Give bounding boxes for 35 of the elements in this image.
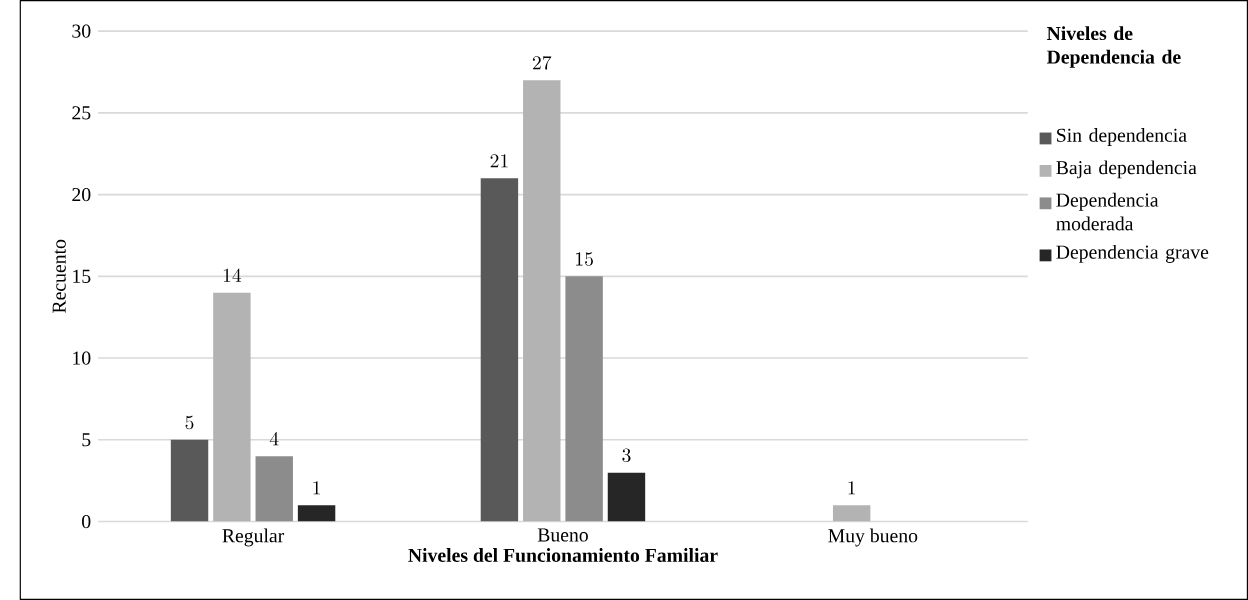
- data-label: 1: [848, 481, 855, 495]
- bar: [213, 292, 251, 522]
- y-axis-title: Recuento: [52, 239, 66, 313]
- data-label: 15: [576, 252, 593, 266]
- legend-label: Dependencia moderada: [1056, 192, 1159, 231]
- data-label: 1: [313, 481, 320, 495]
- data-label: 14: [223, 268, 242, 282]
- data-label: 5: [185, 415, 194, 430]
- y-tick-label: 25: [72, 106, 91, 120]
- bar: [170, 439, 209, 522]
- y-tick-label: 20: [72, 187, 91, 202]
- bar: [480, 178, 519, 522]
- data-label: 4: [269, 431, 279, 446]
- bar: [832, 505, 871, 522]
- x-tick-label: Bueno: [537, 528, 588, 542]
- bar: [297, 505, 336, 522]
- legend-label: Sin dependencia: [1057, 128, 1187, 146]
- x-axis-title: Niveles del Funcionamiento Familiar: [408, 548, 718, 563]
- y-tick-label: 0: [82, 514, 91, 529]
- legend-title: Niveles de Dependencia de: [1046, 26, 1181, 68]
- y-tick-label: 10: [73, 351, 91, 365]
- bar: [255, 456, 293, 522]
- y-tick-label: 5: [82, 433, 91, 447]
- data-label: 3: [622, 448, 631, 463]
- data-label: 21: [490, 154, 508, 168]
- x-tick-label: Regular: [222, 528, 285, 547]
- x-tick-label: Muy bueno: [828, 528, 918, 547]
- y-tick-label: 30: [72, 24, 91, 38]
- y-tick-label: 15: [73, 269, 91, 283]
- bar: [523, 80, 561, 522]
- bar: [607, 472, 646, 522]
- bar: [565, 276, 603, 522]
- legend-label: Dependencia grave: [1056, 244, 1209, 263]
- legend-label: Baja dependencia: [1056, 160, 1197, 179]
- data-label: 27: [532, 55, 552, 70]
